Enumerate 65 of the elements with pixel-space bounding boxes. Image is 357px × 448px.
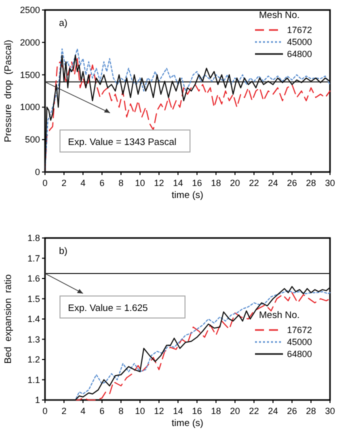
x-tick-label: 0 — [42, 406, 48, 416]
y-tick-label: 1.4 — [27, 314, 40, 324]
x-tick-label: 4 — [80, 178, 86, 188]
y-tick-label: 0 — [34, 167, 40, 177]
annotation: Exp. Value = 1343 Pascal — [68, 137, 176, 148]
legend-label: 17672 — [287, 325, 312, 335]
x-tick-label: 20 — [230, 178, 240, 188]
x-tick-label: 26 — [286, 178, 298, 188]
x-axis-title: time (s) — [172, 418, 204, 429]
x-tick-label: 16 — [192, 406, 202, 416]
legend-label: 17672 — [287, 25, 312, 35]
legend-label: 64800 — [287, 49, 312, 59]
x-axis-title: time (s) — [172, 190, 204, 201]
x-tick-label: 22 — [248, 406, 260, 416]
x-tick-label: 6 — [99, 406, 105, 416]
annotation: a) — [59, 18, 68, 29]
y-tick-label: 1.1 — [27, 374, 40, 385]
y-axis-title: Pressure drop (Pascal) — [3, 40, 14, 142]
x-tick-label: 0 — [42, 178, 48, 188]
y-tick-label: 2500 — [20, 5, 40, 15]
y-tick-label: 2000 — [20, 37, 40, 48]
x-tick-label: 16 — [192, 178, 202, 188]
x-tick-label: 20 — [230, 406, 240, 416]
x-tick-label: 14 — [172, 178, 184, 188]
x-tick-label: 10 — [134, 406, 146, 416]
x-tick-label: 12 — [154, 406, 164, 416]
legend-label: 45000 — [287, 37, 312, 47]
x-tick-label: 24 — [268, 178, 278, 188]
y-axis-title: Bed expansion ratio — [3, 274, 14, 364]
y-tick-label: 1.7 — [27, 253, 40, 264]
x-tick-label: 10 — [134, 178, 146, 188]
x-tick-label: 8 — [118, 406, 124, 416]
x-tick-label: 28 — [306, 178, 316, 188]
y-tick-label: 1.6 — [27, 274, 40, 284]
x-tick-label: 12 — [154, 178, 164, 188]
y-tick-label: 1 — [34, 395, 40, 405]
x-tick-label: 30 — [324, 406, 336, 416]
annotation: b) — [59, 246, 68, 257]
x-tick-label: 22 — [248, 178, 260, 188]
annotation: Exp. Value = 1.625 — [68, 303, 148, 314]
x-tick-label: 18 — [210, 178, 222, 188]
legend-label: 64800 — [287, 349, 312, 359]
x-tick-label: 18 — [210, 406, 222, 416]
y-tick-label: 1.3 — [27, 334, 40, 344]
y-tick-label: 500 — [24, 134, 40, 145]
y-tick-label: 1500 — [20, 70, 40, 80]
x-tick-label: 4 — [80, 406, 86, 416]
y-tick-label: 1000 — [20, 102, 40, 112]
x-tick-label: 2 — [61, 406, 67, 416]
x-tick-label: 28 — [306, 406, 316, 416]
y-tick-label: 1.8 — [27, 233, 40, 243]
x-tick-label: 30 — [324, 178, 336, 188]
x-tick-label: 26 — [286, 406, 298, 416]
x-tick-label: 14 — [172, 406, 184, 416]
note-box: Exp. Value = 1343 Pascal — [60, 130, 190, 152]
legend-title: Mesh No. — [259, 10, 300, 21]
x-tick-label: 8 — [118, 178, 124, 188]
x-tick-label: 6 — [99, 178, 105, 188]
x-tick-label: 2 — [61, 178, 67, 188]
note-box: Exp. Value = 1.625 — [60, 296, 186, 318]
legend-label: 45000 — [287, 337, 312, 347]
legend-title: Mesh No. — [259, 310, 300, 321]
y-tick-label: 1.5 — [27, 294, 40, 304]
y-tick-label: 1.2 — [27, 354, 40, 364]
x-tick-label: 24 — [268, 406, 278, 416]
